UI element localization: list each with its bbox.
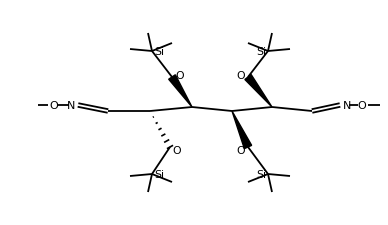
Text: N: N [343, 101, 352, 110]
Text: O: O [50, 101, 58, 110]
Text: Si: Si [256, 47, 266, 57]
Text: O: O [236, 145, 245, 155]
Text: O: O [172, 145, 181, 155]
Text: Si: Si [154, 47, 164, 57]
Text: N: N [67, 101, 75, 110]
Polygon shape [232, 112, 252, 149]
Polygon shape [245, 75, 272, 108]
Polygon shape [169, 75, 192, 108]
Text: Si: Si [256, 169, 266, 179]
Text: Si: Si [154, 169, 164, 179]
Text: O: O [358, 101, 366, 110]
Text: O: O [175, 71, 184, 81]
Text: O: O [236, 71, 245, 81]
